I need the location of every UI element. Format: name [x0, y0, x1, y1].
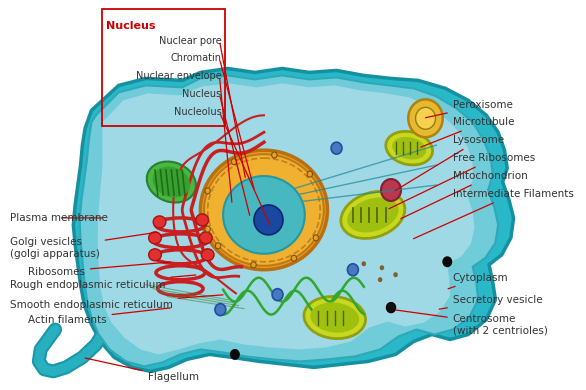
Ellipse shape — [149, 249, 161, 261]
Text: Nuclear envelope: Nuclear envelope — [135, 71, 222, 82]
Text: Smooth endoplasmic reticulum: Smooth endoplasmic reticulum — [10, 295, 223, 310]
Ellipse shape — [347, 197, 398, 232]
Text: Mitochondrion: Mitochondrion — [401, 171, 527, 219]
Text: Plasma membrane: Plasma membrane — [10, 213, 108, 223]
Ellipse shape — [196, 214, 209, 226]
Ellipse shape — [231, 159, 237, 165]
Ellipse shape — [341, 191, 405, 239]
Text: Actin filaments: Actin filaments — [28, 308, 171, 324]
Ellipse shape — [223, 176, 305, 254]
Ellipse shape — [204, 154, 324, 266]
Text: Microtubule: Microtubule — [421, 117, 515, 147]
Ellipse shape — [272, 289, 283, 301]
Ellipse shape — [415, 107, 435, 129]
Ellipse shape — [347, 264, 359, 276]
Text: Nuclear pore: Nuclear pore — [159, 35, 222, 46]
Ellipse shape — [152, 167, 190, 197]
Text: Cytoplasm: Cytoplasm — [448, 273, 509, 289]
Text: Rough endoplasmic reticulum: Rough endoplasmic reticulum — [10, 275, 196, 290]
Text: Intermediate Filaments: Intermediate Filaments — [414, 189, 574, 239]
Ellipse shape — [153, 216, 166, 228]
Ellipse shape — [200, 150, 328, 270]
Ellipse shape — [205, 226, 210, 232]
Text: Ribosomes: Ribosomes — [28, 262, 171, 277]
Ellipse shape — [215, 303, 226, 316]
Text: Lysosome: Lysosome — [395, 135, 504, 191]
Ellipse shape — [311, 303, 359, 333]
Text: Nucleus: Nucleus — [106, 21, 155, 31]
Ellipse shape — [408, 99, 443, 137]
Polygon shape — [80, 75, 498, 366]
Ellipse shape — [387, 303, 396, 312]
Ellipse shape — [380, 265, 384, 270]
Ellipse shape — [442, 256, 452, 267]
Ellipse shape — [392, 137, 426, 160]
Ellipse shape — [230, 349, 240, 360]
Ellipse shape — [149, 232, 161, 244]
Text: Free Ribosomes: Free Ribosomes — [389, 153, 535, 209]
Text: Secretory vesicle: Secretory vesicle — [439, 294, 543, 309]
Text: Chromatin: Chromatin — [171, 53, 222, 64]
Ellipse shape — [251, 262, 256, 268]
Ellipse shape — [291, 255, 297, 261]
Ellipse shape — [386, 131, 432, 165]
Text: Peroxisome: Peroxisome — [425, 100, 513, 118]
Ellipse shape — [202, 249, 214, 261]
Polygon shape — [73, 69, 513, 371]
Ellipse shape — [254, 205, 283, 235]
Text: Nucleus: Nucleus — [182, 89, 222, 99]
Ellipse shape — [304, 296, 366, 339]
Ellipse shape — [199, 232, 212, 244]
Text: Nucleolus: Nucleolus — [173, 107, 222, 117]
Ellipse shape — [381, 179, 401, 201]
Ellipse shape — [331, 142, 342, 154]
Ellipse shape — [313, 235, 319, 241]
Ellipse shape — [378, 277, 383, 282]
Text: Golgi vesicles
(golgi apparatus): Golgi vesicles (golgi apparatus) — [10, 232, 157, 259]
Text: Centrosome
(with 2 centrioles): Centrosome (with 2 centrioles) — [396, 310, 548, 335]
Ellipse shape — [393, 272, 398, 277]
Ellipse shape — [215, 243, 221, 249]
Ellipse shape — [307, 171, 312, 177]
Ellipse shape — [205, 188, 210, 194]
Polygon shape — [98, 83, 475, 355]
Ellipse shape — [146, 161, 196, 202]
Ellipse shape — [362, 261, 366, 266]
Ellipse shape — [272, 152, 277, 158]
Text: Flagellum: Flagellum — [85, 358, 199, 382]
